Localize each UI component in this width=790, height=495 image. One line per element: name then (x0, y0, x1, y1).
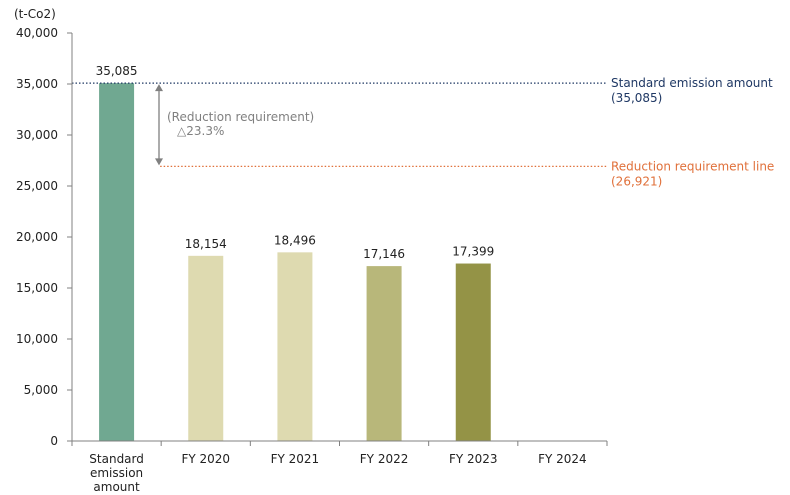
reference-line-value: (26,921) (611, 174, 662, 188)
x-category-label: FY 2020 (181, 452, 230, 466)
x-category-label: FY 2021 (271, 452, 320, 466)
chart-axes (71, 33, 608, 446)
bar (188, 255, 224, 441)
bar-value-label: 17,146 (363, 247, 405, 261)
bar (99, 83, 135, 442)
bar-value-label: 18,154 (185, 237, 227, 251)
y-tick-label: 40,000 (16, 26, 58, 40)
bar (277, 252, 313, 441)
x-category-label: FY 2024 (538, 452, 587, 466)
reference-line-label: Reduction requirement line (611, 159, 774, 173)
x-category-label: Standard emission amount (89, 452, 144, 494)
x-category-label: FY 2023 (449, 452, 498, 466)
bar-value-label: 17,399 (452, 245, 494, 259)
bar-value-label: 35,085 (96, 64, 138, 78)
reference-line-label: Standard emission amount (611, 76, 773, 90)
annotation-arrow-head-down (155, 158, 163, 166)
y-tick-label: 0 (50, 434, 58, 448)
x-axis-categories: Standard emission amount FY 2020 FY 2021 FY 2… (89, 452, 586, 494)
annotation-value: △23.3% (177, 124, 224, 138)
reference-lines: Standard emission amount(35,085) Reductio… (72, 76, 774, 188)
reduction-annotation: (Reduction requirement)△23.3% (155, 84, 314, 166)
x-category-label: FY 2022 (360, 452, 409, 466)
annotation-arrow-head-up (155, 84, 163, 92)
reference-line-value: (35,085) (611, 91, 662, 105)
y-tick-label: 20,000 (16, 230, 58, 244)
bar-value-labels: 35,085 18,154 18,496 17,146 17,399 (96, 64, 495, 261)
annotation-label: (Reduction requirement) (167, 110, 314, 124)
bar-value-label: 18,496 (274, 233, 316, 247)
y-tick-label: 25,000 (16, 179, 58, 193)
y-axis-ticks: 0 5,000 10,000 15,000 20,000 25,000 30,000 35,0… (16, 26, 72, 448)
bar (455, 263, 491, 441)
y-axis-unit-label: (t-Co2) (14, 7, 56, 21)
bar (366, 266, 402, 441)
y-tick-label: 5,000 (24, 383, 58, 397)
y-tick-label: 15,000 (16, 281, 58, 295)
y-tick-label: 30,000 (16, 128, 58, 142)
y-tick-label: 35,000 (16, 77, 58, 91)
y-tick-label: 10,000 (16, 332, 58, 346)
bar-series (99, 83, 491, 442)
